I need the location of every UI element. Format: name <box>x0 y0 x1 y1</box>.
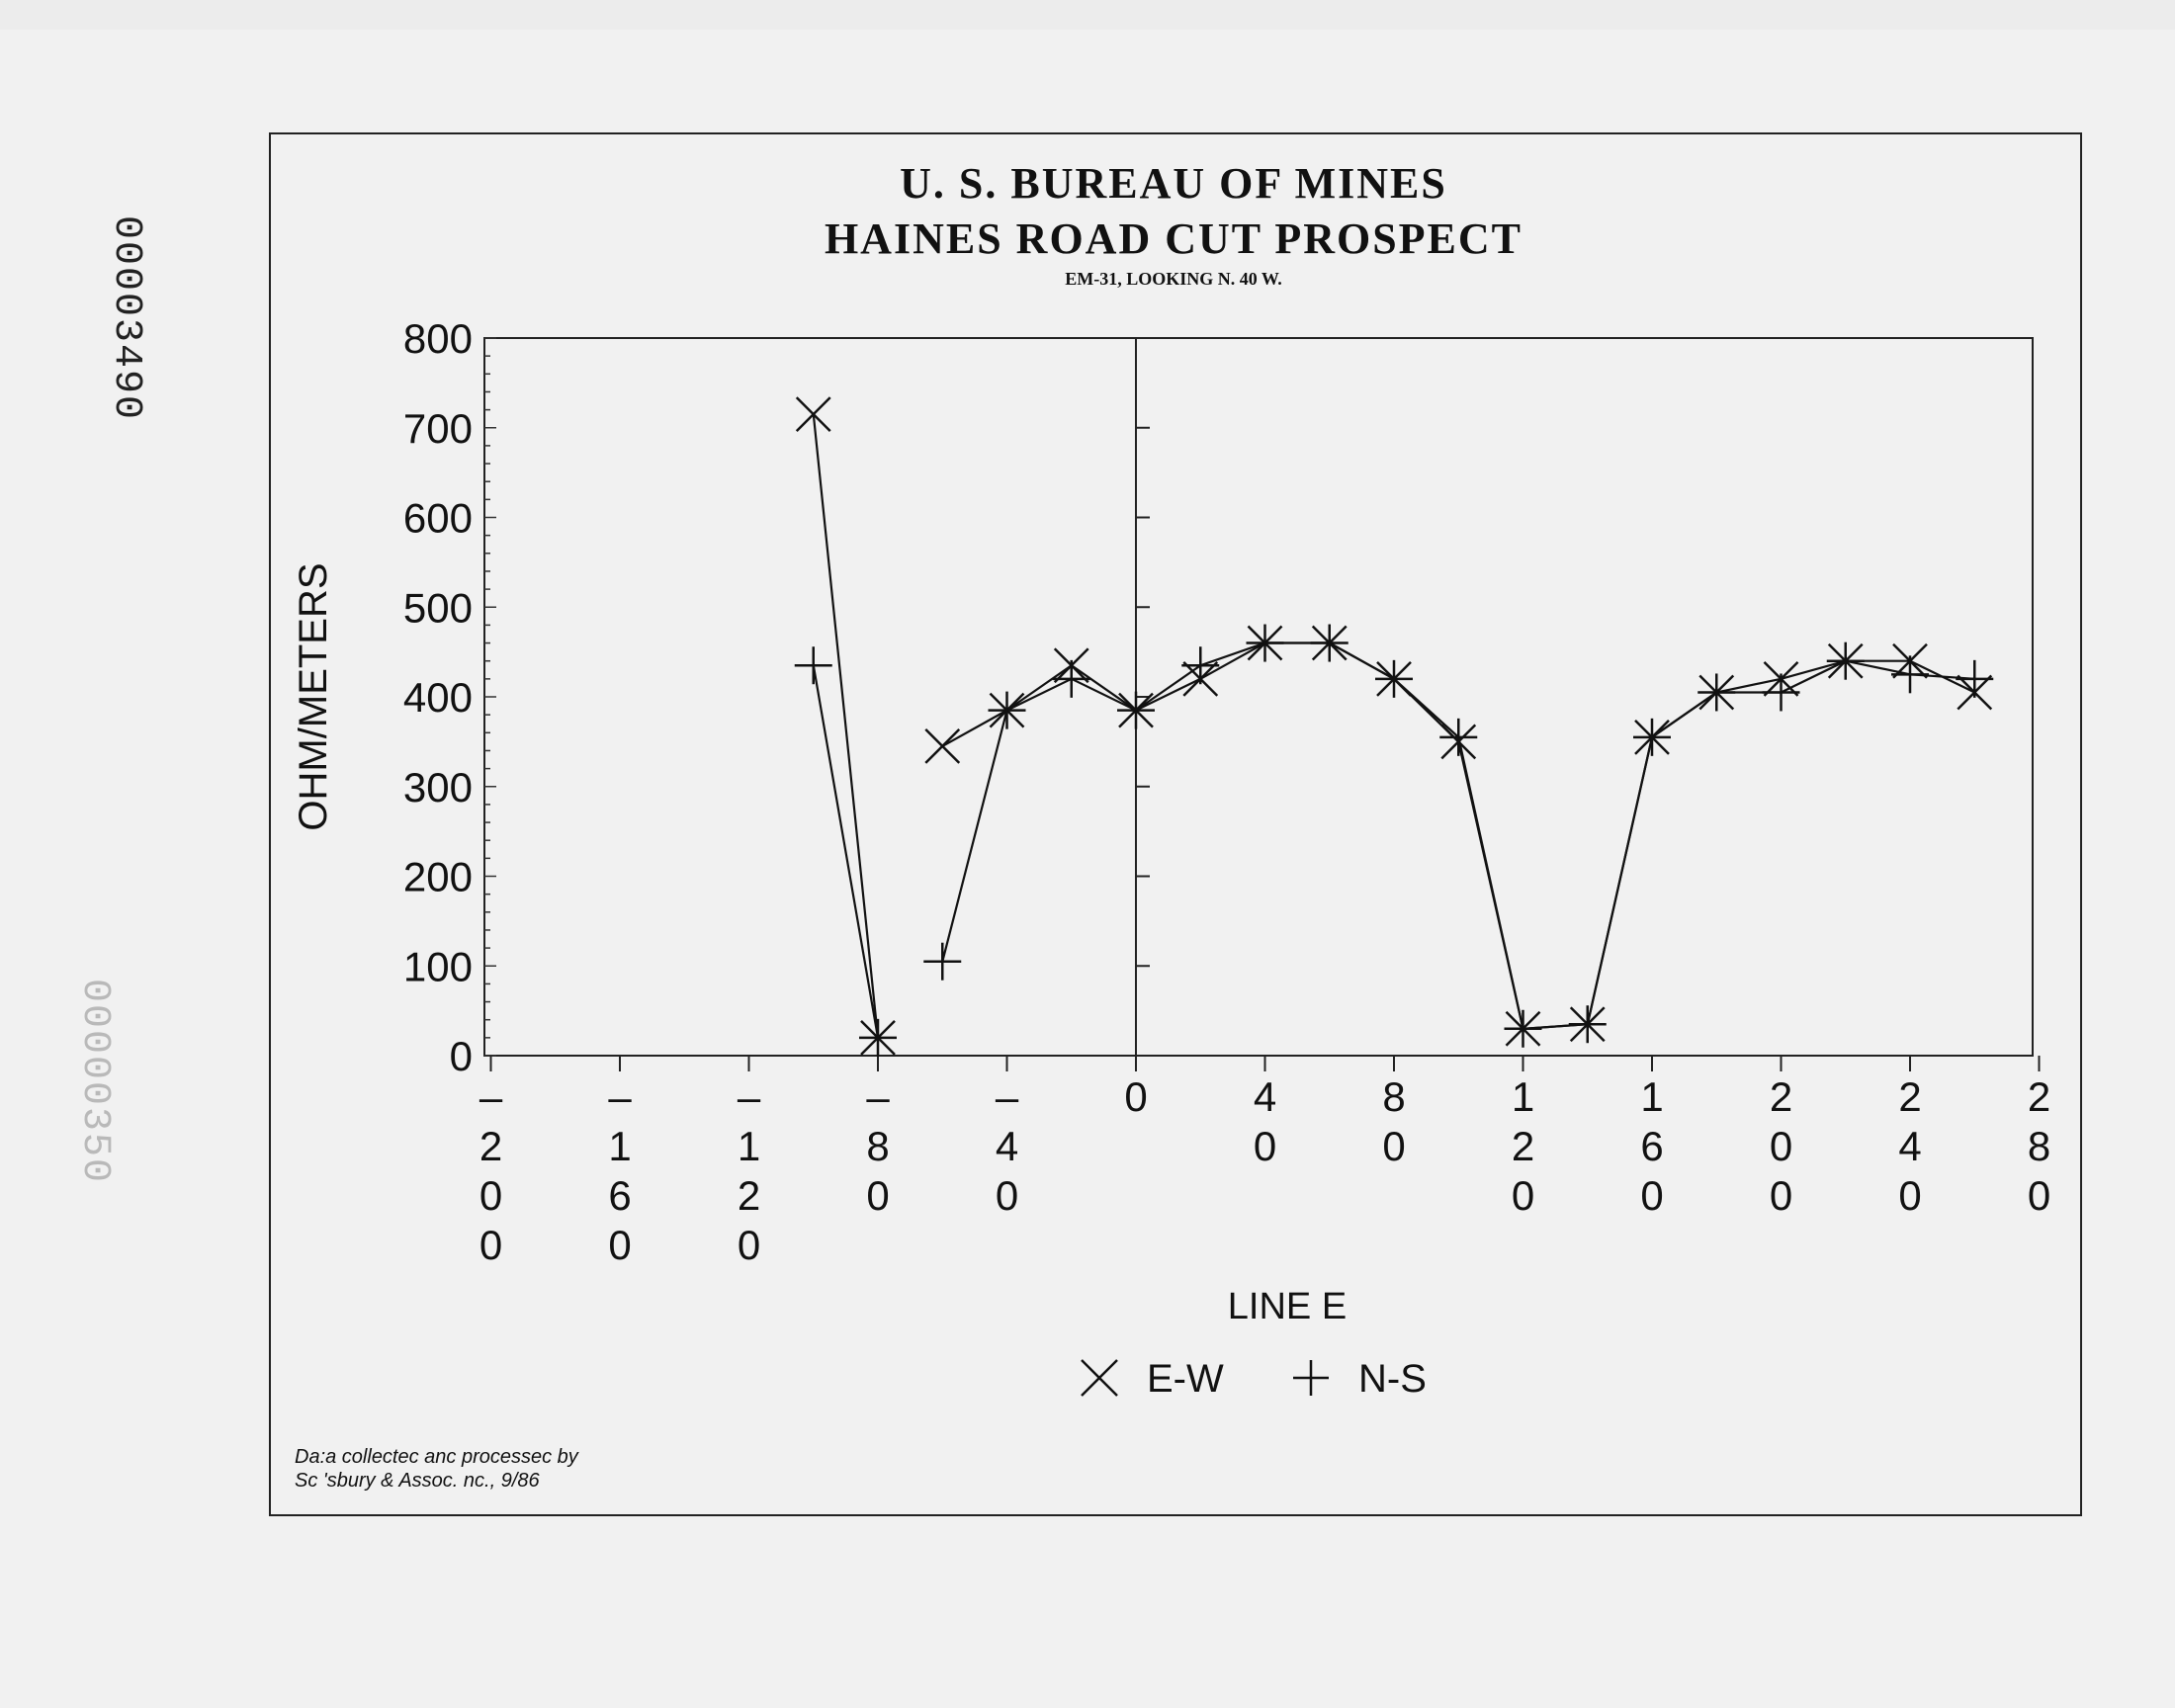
series-line-e-w <box>812 413 880 1038</box>
x-tick-label: –8 0 <box>866 1073 890 1219</box>
credit-line-1: Da:a collectec anc processec by <box>295 1446 578 1468</box>
y-axis-title: OHM/METERS <box>292 562 335 830</box>
figure-frame <box>269 132 2082 1516</box>
data-point-e-w <box>924 728 961 764</box>
y-tick-label: 400 <box>403 674 473 721</box>
series-line-e-w <box>941 641 1975 1030</box>
series-line-n-s <box>812 665 880 1038</box>
legend-label-n-s: N-S <box>1358 1357 1427 1401</box>
legend-label-e-w: E-W <box>1147 1357 1224 1401</box>
chart-title: U. S. BUREAU OF MINES <box>900 159 1447 208</box>
y-tick-label: 300 <box>403 764 473 811</box>
x-axis-title: LINE E <box>1228 1286 1347 1327</box>
chart-caption: EM-31, LOOKING N. 40 W. <box>1065 269 1282 289</box>
x-tick-label: –4 0 <box>996 1073 1019 1219</box>
x-tick-label: 0 <box>1124 1073 1147 1120</box>
legend-marker-e-w <box>1081 1359 1118 1397</box>
chart-subtitle: HAINES ROAD CUT PROSPECT <box>824 214 1523 263</box>
y-tick-label: 100 <box>403 943 473 989</box>
series-line-n-s <box>941 641 1975 1030</box>
credit-line-2: Sc 'sbury & Assoc. nc., 9/86 <box>295 1470 540 1492</box>
y-tick-label: 800 <box>403 315 473 362</box>
y-tick-label: 500 <box>403 584 473 631</box>
y-tick-label: 0 <box>450 1033 473 1079</box>
title-block: U. S. BUREAU OF MINES HAINES ROAD CUT PR… <box>269 156 2078 290</box>
x-tick-label: –2 0 0 <box>479 1073 503 1268</box>
scanned-page <box>0 30 2175 1708</box>
plot-area <box>483 337 2034 1057</box>
x-tick-label: –1 6 0 <box>608 1073 632 1268</box>
y-tick-label: 200 <box>403 854 473 900</box>
data-point-e-w <box>795 396 831 433</box>
data-credit: Da:a collectec anc processec by Sc 'sbur… <box>295 1445 578 1493</box>
y-tick-label: 700 <box>403 405 473 452</box>
y-tick-label: 600 <box>403 495 473 542</box>
x-tick-label: –1 2 0 <box>738 1073 761 1268</box>
